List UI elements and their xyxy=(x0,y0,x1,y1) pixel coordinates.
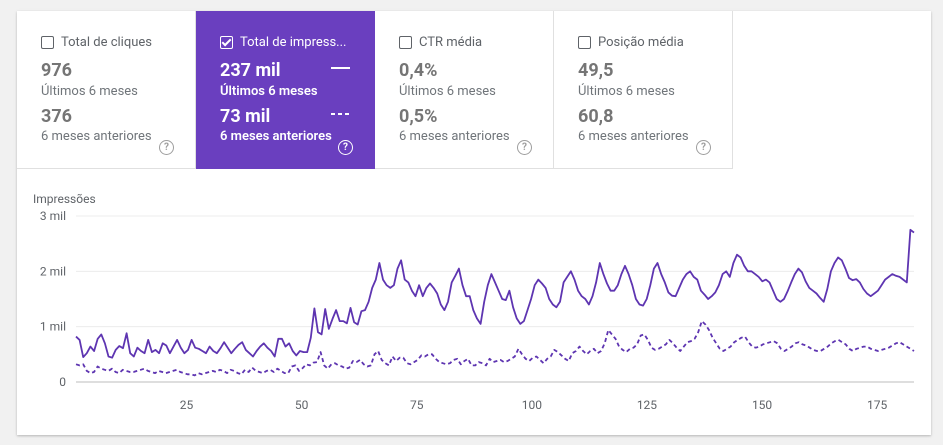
x-tick-label: 125 xyxy=(637,398,657,412)
metric-prev-period: 6 meses anteriores xyxy=(220,129,332,144)
metric-total-clicks[interactable]: Total de cliques 976 Últimos 6 meses 376… xyxy=(17,11,196,169)
series-line-current-period xyxy=(75,228,915,359)
metric-prev-period: 6 meses anteriores xyxy=(41,129,152,144)
legend-dashed-line-icon xyxy=(331,113,350,115)
y-axis-title: Impressões xyxy=(33,192,96,206)
legend-solid-line-icon xyxy=(331,67,350,69)
metric-prev-value: 60,8 xyxy=(578,106,614,127)
grid-lines xyxy=(76,215,914,383)
y-tick-label: 1 mil xyxy=(40,320,66,334)
checkbox-icon[interactable] xyxy=(578,36,591,49)
metric-period: Últimos 6 meses xyxy=(399,84,496,99)
metric-total-impressions[interactable]: Total de impress... 237 mil Últimos 6 me… xyxy=(196,11,375,169)
y-tick-label: 0 xyxy=(59,375,66,389)
x-tick-label: 100 xyxy=(522,398,542,412)
metric-value: 237 mil xyxy=(220,60,281,81)
x-tick-label: 75 xyxy=(410,398,424,412)
help-icon[interactable]: ? xyxy=(517,140,532,155)
performance-card: Total de cliques 976 Últimos 6 meses 376… xyxy=(17,11,931,435)
metric-prev-value: 0,5% xyxy=(399,106,438,127)
metric-period: Últimos 6 meses xyxy=(41,84,138,99)
checkbox-checked-icon[interactable] xyxy=(220,36,233,49)
help-icon[interactable]: ? xyxy=(696,140,711,155)
series-lines xyxy=(75,228,915,377)
metric-prev-period: 6 meses anteriores xyxy=(399,129,510,144)
help-icon[interactable]: ? xyxy=(159,140,174,155)
x-tick-label: 175 xyxy=(867,398,887,412)
metric-prev-period: 6 meses anteriores xyxy=(578,129,689,144)
series-line-previous-period xyxy=(75,320,915,377)
y-tick-labels: 0 1 mil 2 mil 3 mil xyxy=(40,209,66,389)
metric-avg-position[interactable]: Posição média 49,5 Últimos 6 meses 60,8 … xyxy=(554,11,733,169)
x-tick-label: 150 xyxy=(752,398,772,412)
x-tick-labels: 25 50 75 100 125 150 175 xyxy=(180,398,888,412)
metric-period: Últimos 6 meses xyxy=(220,84,318,99)
metric-prev-value: 73 mil xyxy=(220,106,271,127)
y-tick-label: 2 mil xyxy=(40,264,66,278)
metric-value: 976 xyxy=(41,60,72,81)
metric-period: Últimos 6 meses xyxy=(578,84,675,99)
impressions-chart: 0 1 mil 2 mil 3 mil 25 50 75 100 125 150 175 xyxy=(40,209,915,412)
metric-prev-value: 376 xyxy=(41,106,72,127)
checkbox-icon[interactable] xyxy=(399,36,412,49)
x-tick-label: 50 xyxy=(295,398,309,412)
metric-avg-ctr[interactable]: CTR média 0,4% Últimos 6 meses 0,5% 6 me… xyxy=(375,11,554,169)
metric-value: 0,4% xyxy=(399,60,438,81)
help-icon[interactable]: ? xyxy=(338,140,353,155)
checkbox-icon[interactable] xyxy=(41,36,54,49)
y-tick-label: 3 mil xyxy=(40,209,66,223)
metric-tabs: Total de cliques 976 Últimos 6 meses 376… xyxy=(17,11,733,169)
metric-value: 49,5 xyxy=(578,60,614,81)
x-tick-label: 25 xyxy=(180,398,194,412)
